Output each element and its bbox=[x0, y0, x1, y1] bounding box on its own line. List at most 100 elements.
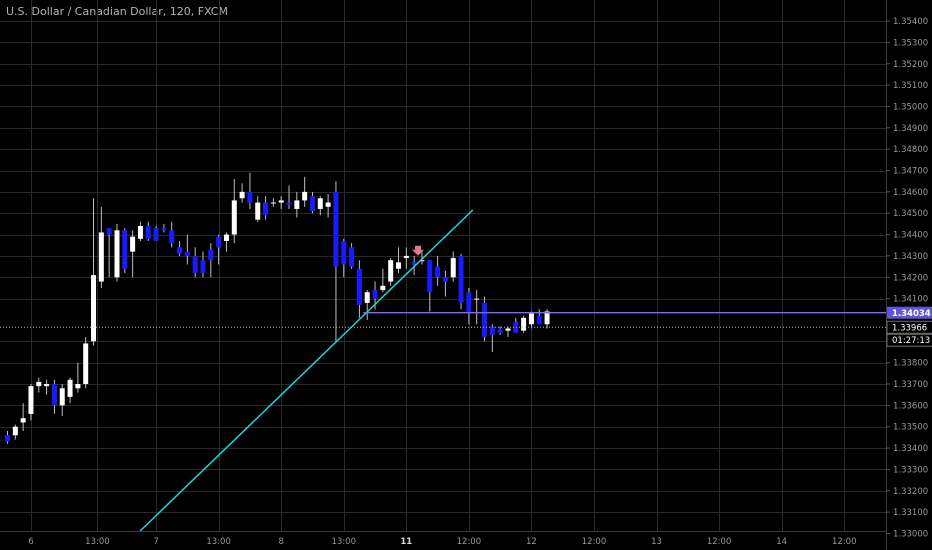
candle bbox=[442, 270, 448, 297]
candle bbox=[302, 176, 308, 207]
candle-body-up bbox=[12, 426, 18, 436]
candle bbox=[184, 234, 190, 265]
candle bbox=[153, 226, 159, 241]
candle-body-down bbox=[442, 277, 448, 282]
candle bbox=[536, 309, 542, 325]
candle-body-down bbox=[466, 292, 472, 314]
time-tick-label: 11 bbox=[400, 537, 412, 547]
candle-body-down bbox=[177, 247, 183, 254]
candle-body-up bbox=[75, 384, 81, 389]
candle-body-up bbox=[419, 260, 425, 262]
candle bbox=[388, 258, 394, 286]
candle-body-down bbox=[208, 249, 214, 261]
candle-body-down bbox=[5, 435, 10, 442]
candle-body-down bbox=[145, 226, 151, 239]
candle bbox=[341, 238, 347, 278]
candle-body-down bbox=[247, 191, 253, 203]
candle-body-up bbox=[20, 418, 26, 423]
current-price-box bbox=[886, 320, 932, 334]
candle bbox=[403, 247, 409, 269]
candle bbox=[466, 287, 472, 325]
time-tick-label: 14 bbox=[776, 537, 787, 547]
grid-lines bbox=[0, 0, 886, 531]
candle bbox=[44, 379, 50, 395]
candle-body-down bbox=[309, 196, 315, 212]
candle bbox=[83, 337, 89, 389]
candle-body-up bbox=[223, 234, 229, 241]
time-tick-label: 6 bbox=[28, 537, 33, 547]
candle-body-up bbox=[278, 200, 284, 203]
candle bbox=[396, 247, 401, 273]
price-tick-label: 1.34800 bbox=[893, 145, 928, 155]
candle-body-up bbox=[130, 236, 136, 252]
time-tick-label: 13:00 bbox=[332, 537, 357, 547]
candle-body-up bbox=[317, 198, 323, 209]
candle-body-down bbox=[482, 302, 488, 338]
candle bbox=[51, 379, 57, 414]
candle bbox=[75, 362, 81, 393]
price-tick-label: 1.34700 bbox=[893, 167, 928, 177]
candle bbox=[114, 223, 120, 282]
candle-body-up bbox=[114, 230, 120, 278]
candle-body-down bbox=[216, 236, 222, 248]
time-tick-label: 13:00 bbox=[85, 537, 110, 547]
candle-body-up bbox=[380, 285, 386, 291]
candle-body-up bbox=[83, 343, 89, 385]
candles bbox=[5, 172, 550, 444]
time-tick-label: 12:00 bbox=[457, 537, 482, 547]
price-axis[interactable]: 1.35400 1.35300 1.35200 1.35100 1.35000 1.349… bbox=[886, 0, 932, 550]
candle bbox=[411, 255, 417, 276]
candle bbox=[270, 198, 276, 207]
candle bbox=[223, 232, 229, 252]
candle bbox=[528, 311, 534, 329]
candle bbox=[106, 228, 112, 278]
drawings[interactable] bbox=[0, 209, 886, 532]
candle bbox=[278, 196, 284, 209]
candle bbox=[505, 326, 511, 338]
time-tick-label: 8 bbox=[278, 537, 283, 547]
candle-body-up bbox=[396, 262, 401, 269]
price-tick-label: 1.33500 bbox=[893, 423, 928, 433]
candle bbox=[239, 183, 245, 203]
price-tick-label: 1.34500 bbox=[893, 209, 928, 219]
candle-body-down bbox=[536, 315, 542, 325]
countdown-box bbox=[886, 333, 932, 347]
candle-body-up bbox=[325, 202, 331, 207]
candle bbox=[177, 240, 183, 256]
price-tick-label: 1.35100 bbox=[893, 81, 928, 91]
price-tick-label: 1.33400 bbox=[893, 444, 928, 454]
candle bbox=[309, 191, 315, 214]
candle-body-down bbox=[513, 322, 519, 333]
candle bbox=[98, 206, 104, 288]
trendline[interactable] bbox=[139, 209, 474, 532]
candle-body-down bbox=[192, 255, 198, 273]
candle-body-down bbox=[122, 230, 128, 269]
candle-body-up bbox=[28, 386, 34, 414]
candle bbox=[458, 253, 464, 310]
price-tick-label: 1.34600 bbox=[893, 188, 928, 198]
candle bbox=[145, 221, 151, 241]
candle-body-down bbox=[200, 260, 206, 273]
candle bbox=[513, 317, 519, 333]
candle bbox=[349, 243, 355, 269]
candle-body-down bbox=[427, 260, 433, 293]
candle-body-up bbox=[474, 298, 480, 300]
candle-body-up bbox=[44, 384, 50, 387]
candle-body-up bbox=[255, 202, 261, 220]
candle bbox=[130, 230, 136, 278]
time-axis[interactable]: 6 13:00 7 13:00 8 13:00 11 12:00 12 12:00 13 12:00 1… bbox=[0, 531, 886, 550]
time-tick-label: 13:00 bbox=[206, 537, 231, 547]
candle-body-up bbox=[403, 255, 409, 259]
price-tick-label: 1.33200 bbox=[893, 487, 928, 497]
candle-body-down bbox=[458, 255, 464, 303]
candle-body-down bbox=[153, 228, 159, 241]
candle bbox=[12, 424, 18, 440]
price-tick-label: 1.35000 bbox=[893, 102, 928, 112]
candle bbox=[216, 234, 222, 265]
horizontal-line-price-box[interactable] bbox=[887, 306, 932, 319]
time-tick-label: 13 bbox=[651, 537, 662, 547]
candle bbox=[489, 324, 495, 352]
price-tick-label: 1.35200 bbox=[893, 60, 928, 70]
candle-body-down bbox=[333, 191, 339, 267]
